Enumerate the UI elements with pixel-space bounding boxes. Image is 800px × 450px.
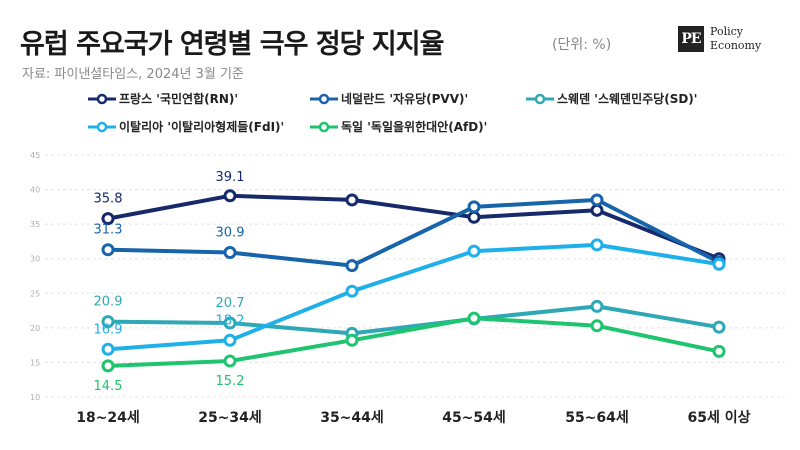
legend-label-germany: 독일 '독일을위한대안(AfD)' — [341, 120, 488, 134]
legend-label-france: 프랑스 '국민연합(RN)' — [119, 92, 239, 106]
y-tick-label-20: 20 — [30, 324, 40, 333]
logo-text: Policy Economy — [710, 25, 800, 53]
legend-dot-france — [96, 93, 108, 104]
data-point-france-4 — [467, 210, 481, 224]
legend-marker-sweden — [526, 93, 554, 104]
x-tick-label-6: 65세 이상 — [688, 409, 751, 426]
series-line-germany — [106, 316, 721, 368]
data-point-netherlands-3 — [345, 259, 359, 273]
x-tick-label-5: 55~64세 — [565, 410, 629, 426]
y-tick-label-25: 25 — [30, 289, 40, 298]
data-point-sweden-2 — [223, 316, 237, 330]
y-tick-label-35: 35 — [30, 220, 40, 229]
data-point-germany-1 — [101, 359, 115, 373]
data-label-netherlands-1: 31.3 — [94, 223, 123, 238]
series-line-netherlands — [106, 197, 721, 268]
x-tick-label-2: 25~34세 — [198, 410, 262, 426]
data-point-netherlands-2 — [223, 245, 237, 259]
data-label-sweden-2: 20.7 — [216, 296, 245, 311]
data-point-italy-1 — [101, 342, 115, 356]
legend-dot-germany — [318, 121, 330, 132]
data-point-germany-2 — [223, 354, 237, 368]
data-point-sweden-5 — [590, 299, 604, 313]
data-point-netherlands-5 — [590, 193, 604, 207]
data-point-italy-6 — [712, 257, 726, 271]
data-point-italy-4 — [467, 244, 481, 258]
logo-line-2: Economy — [710, 39, 762, 52]
data-point-france-1 — [101, 212, 115, 226]
legend-marker-france — [88, 93, 116, 104]
y-tick-label-40: 40 — [30, 186, 40, 195]
legend-item-italy: 이탈리아 '이탈리아형제들(FdI)' — [88, 118, 284, 135]
legend-dot-italy — [96, 121, 108, 132]
legend-dot-netherlands — [318, 93, 330, 104]
legend-marker-germany — [310, 121, 338, 132]
data-label-italy-1: 16.9 — [94, 322, 123, 337]
y-tick-label-15: 15 — [30, 358, 40, 367]
data-point-france-3 — [345, 193, 359, 207]
legend-label-italy: 이탈리아 '이탈리아형제들(FdI)' — [119, 120, 285, 134]
logo-mark: PE — [678, 26, 704, 52]
series-line-italy — [106, 242, 721, 352]
data-point-germany-6 — [712, 344, 726, 358]
source-note: 자료: 파이낸셜타임스, 2024년 3월 기준 — [22, 67, 244, 82]
legend-item-germany: 독일 '독일을위한대안(AfD)' — [310, 118, 487, 135]
legend-item-france: 프랑스 '국민연합(RN)' — [88, 90, 238, 107]
data-point-italy-2 — [223, 333, 237, 347]
x-tick-label-4: 45~54세 — [442, 410, 506, 426]
data-point-sweden-1 — [101, 315, 115, 329]
data-label-netherlands-2: 30.9 — [216, 225, 245, 240]
legend-label-sweden: 스웨덴 '스웨덴민주당(SD)' — [557, 92, 698, 106]
unit-label: (단위: %) — [552, 37, 612, 53]
chart-legend: 프랑스 '국민연합(RN)' 네덜란드 '자유당(PVV)' 스웨덴 '스웨덴민… — [88, 90, 768, 138]
legend-dot-sweden — [534, 93, 546, 104]
chart-title: 유럽 주요국가 연령별 극우 정당 지지율 — [20, 29, 444, 60]
legend-item-netherlands: 네덜란드 '자유당(PVV)' — [310, 90, 468, 107]
y-tick-label-10: 10 — [30, 393, 40, 402]
series-line-sweden — [106, 304, 721, 336]
x-tick-label-1: 18~24세 — [76, 410, 140, 426]
logo-line-1: Policy — [710, 25, 743, 38]
data-label-germany-1: 14.5 — [94, 379, 123, 394]
x-tick-label-3: 35~44세 — [320, 410, 384, 426]
data-point-germany-5 — [590, 319, 604, 333]
data-label-france-1: 35.8 — [94, 192, 123, 207]
data-point-netherlands-4 — [467, 200, 481, 214]
data-point-france-5 — [590, 203, 604, 217]
data-point-italy-3 — [345, 284, 359, 298]
data-label-italy-2: 18.2 — [216, 313, 245, 328]
legend-item-sweden: 스웨덴 '스웨덴민주당(SD)' — [526, 90, 697, 107]
data-point-netherlands-1 — [101, 243, 115, 257]
y-tick-label-30: 30 — [30, 255, 40, 264]
data-label-germany-2: 15.2 — [216, 374, 245, 389]
y-tick-label-45: 45 — [30, 151, 40, 160]
data-point-france-2 — [223, 189, 237, 203]
series-line-france — [106, 193, 721, 261]
data-point-sweden-6 — [712, 320, 726, 334]
legend-marker-netherlands — [310, 93, 338, 104]
data-point-italy-5 — [590, 238, 604, 252]
legend-label-netherlands: 네덜란드 '자유당(PVV)' — [341, 92, 469, 106]
data-label-sweden-1: 20.9 — [94, 295, 123, 310]
data-point-germany-4 — [467, 311, 481, 325]
legend-marker-italy — [88, 121, 116, 132]
data-point-germany-3 — [345, 333, 359, 347]
data-label-france-2: 39.1 — [216, 170, 245, 185]
